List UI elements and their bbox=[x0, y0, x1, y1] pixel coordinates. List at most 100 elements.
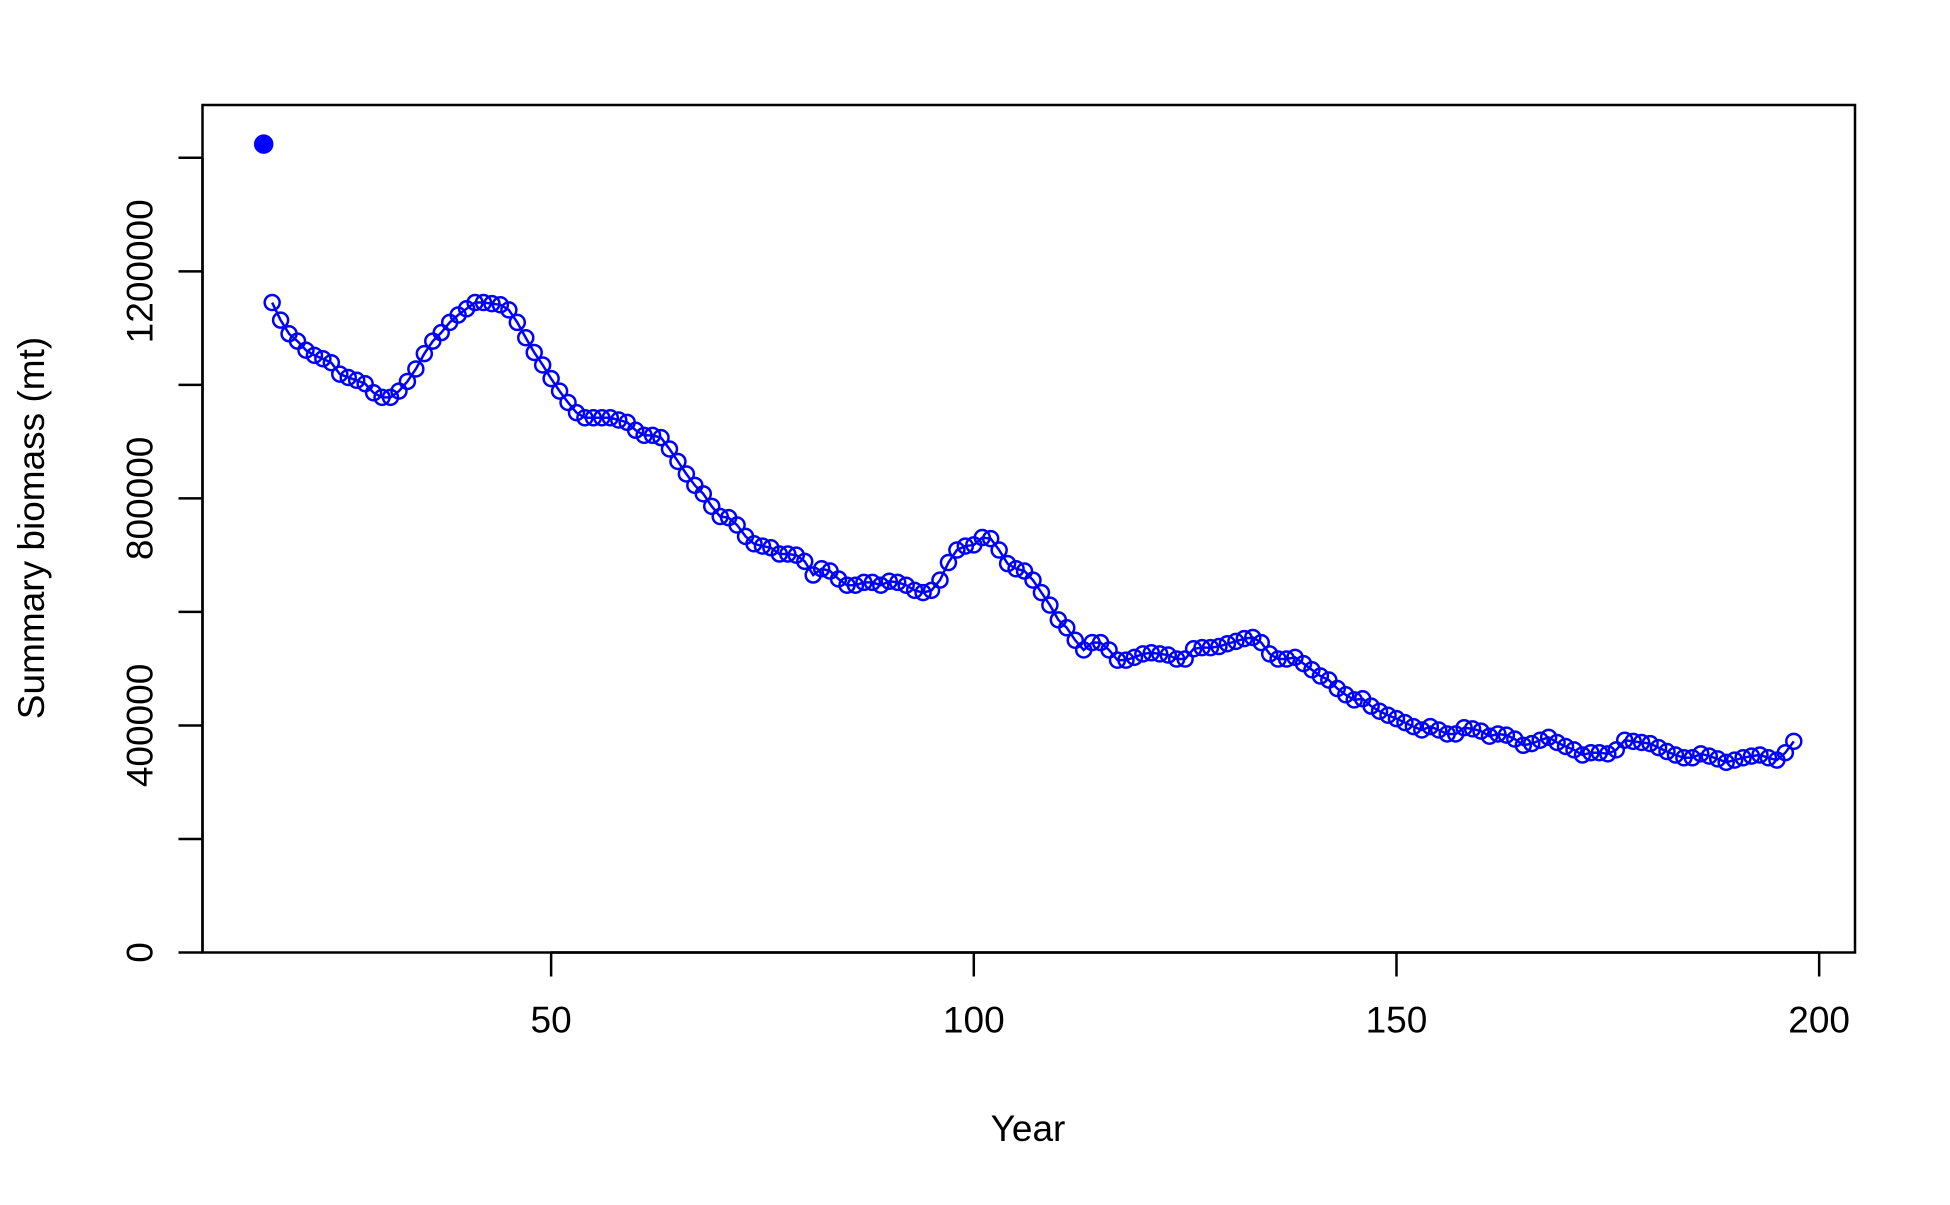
data-point bbox=[846, 576, 865, 594]
y-tick-label: 1200000 bbox=[120, 199, 161, 343]
data-point bbox=[1641, 734, 1659, 753]
data-point bbox=[1776, 743, 1795, 762]
data-point bbox=[1125, 648, 1144, 667]
data-point bbox=[905, 581, 924, 600]
data-point bbox=[271, 311, 290, 329]
y-tick-label: 0 bbox=[120, 942, 161, 963]
data-point bbox=[610, 411, 628, 429]
data-point bbox=[1717, 753, 1735, 772]
data-point bbox=[1489, 725, 1507, 743]
data-point bbox=[1615, 731, 1634, 749]
data-point bbox=[601, 409, 620, 427]
data-point bbox=[567, 403, 586, 422]
data-point bbox=[1117, 651, 1135, 669]
data-point bbox=[1142, 644, 1161, 662]
data-point bbox=[407, 360, 425, 378]
data-point bbox=[677, 465, 696, 483]
data-point bbox=[1658, 742, 1676, 761]
data-point bbox=[253, 134, 274, 154]
data-point bbox=[1227, 632, 1245, 651]
data-point bbox=[1362, 697, 1380, 715]
data-point bbox=[1201, 638, 1220, 657]
data-point bbox=[483, 294, 501, 313]
data-point bbox=[1337, 686, 1355, 704]
data-point bbox=[728, 516, 746, 534]
data-point bbox=[1573, 746, 1592, 764]
data-point bbox=[855, 573, 873, 592]
data-point bbox=[635, 426, 653, 445]
data-point bbox=[1675, 749, 1693, 767]
data-point bbox=[1539, 728, 1558, 747]
data-point bbox=[626, 421, 645, 440]
data-point bbox=[364, 384, 383, 402]
data-point bbox=[1311, 667, 1330, 685]
data-point bbox=[373, 388, 391, 407]
data-point bbox=[922, 581, 941, 600]
data-point bbox=[812, 560, 831, 578]
data-point bbox=[1725, 751, 1744, 769]
data-point bbox=[1599, 745, 1617, 763]
data-point bbox=[880, 572, 899, 591]
data-point bbox=[1108, 651, 1127, 669]
data-point bbox=[1556, 737, 1575, 756]
data-point bbox=[1759, 749, 1778, 767]
data-point bbox=[931, 571, 949, 589]
data-point bbox=[1058, 619, 1076, 637]
data-point bbox=[998, 554, 1017, 573]
data-point bbox=[1751, 746, 1769, 764]
data-point bbox=[1734, 749, 1752, 767]
data-point bbox=[339, 368, 357, 387]
data-point bbox=[347, 371, 366, 390]
series-line bbox=[271, 301, 1795, 764]
data-point bbox=[1565, 741, 1583, 759]
data-point bbox=[474, 293, 493, 312]
data-point bbox=[1252, 633, 1270, 652]
x-tick-label: 200 bbox=[1788, 1000, 1850, 1041]
data-point bbox=[1742, 747, 1761, 765]
data-point bbox=[508, 313, 527, 332]
data-point bbox=[1497, 726, 1516, 744]
data-point bbox=[1159, 646, 1177, 664]
data-point bbox=[1100, 641, 1118, 659]
data-point bbox=[1649, 738, 1668, 757]
data-point bbox=[1548, 733, 1566, 752]
data-point bbox=[888, 573, 907, 592]
data-point bbox=[669, 452, 687, 471]
data-point bbox=[1041, 596, 1059, 614]
data-point bbox=[1134, 645, 1152, 663]
data-point bbox=[1210, 637, 1228, 656]
y-tick-label: 400000 bbox=[120, 664, 161, 787]
data-point bbox=[973, 528, 992, 547]
data-point bbox=[795, 552, 814, 571]
data-point bbox=[525, 343, 543, 362]
data-point bbox=[753, 537, 772, 555]
data-point bbox=[1218, 634, 1237, 653]
data-point bbox=[559, 393, 577, 412]
data-point bbox=[398, 372, 417, 391]
data-point bbox=[542, 369, 560, 388]
data-point bbox=[1632, 733, 1651, 752]
data-point bbox=[1666, 746, 1685, 764]
data-point bbox=[500, 301, 518, 319]
data-point bbox=[517, 328, 535, 347]
data-point bbox=[660, 440, 679, 458]
data-point bbox=[584, 409, 603, 427]
data-point bbox=[702, 497, 721, 516]
data-point bbox=[948, 541, 966, 559]
data-point bbox=[863, 573, 882, 592]
data-point bbox=[1438, 725, 1456, 743]
data-point bbox=[593, 409, 611, 427]
data-point bbox=[1032, 583, 1051, 602]
data-point bbox=[1167, 650, 1186, 668]
data-point bbox=[415, 344, 434, 363]
data-point bbox=[1193, 638, 1211, 657]
data-point bbox=[652, 428, 670, 447]
x-tick-label: 100 bbox=[943, 1000, 1005, 1041]
data-point bbox=[263, 293, 281, 312]
data-point bbox=[1590, 743, 1609, 762]
data-point bbox=[1413, 721, 1431, 739]
data-point bbox=[981, 529, 1000, 548]
data-point bbox=[297, 341, 315, 359]
x-tick-label: 150 bbox=[1366, 1000, 1428, 1041]
